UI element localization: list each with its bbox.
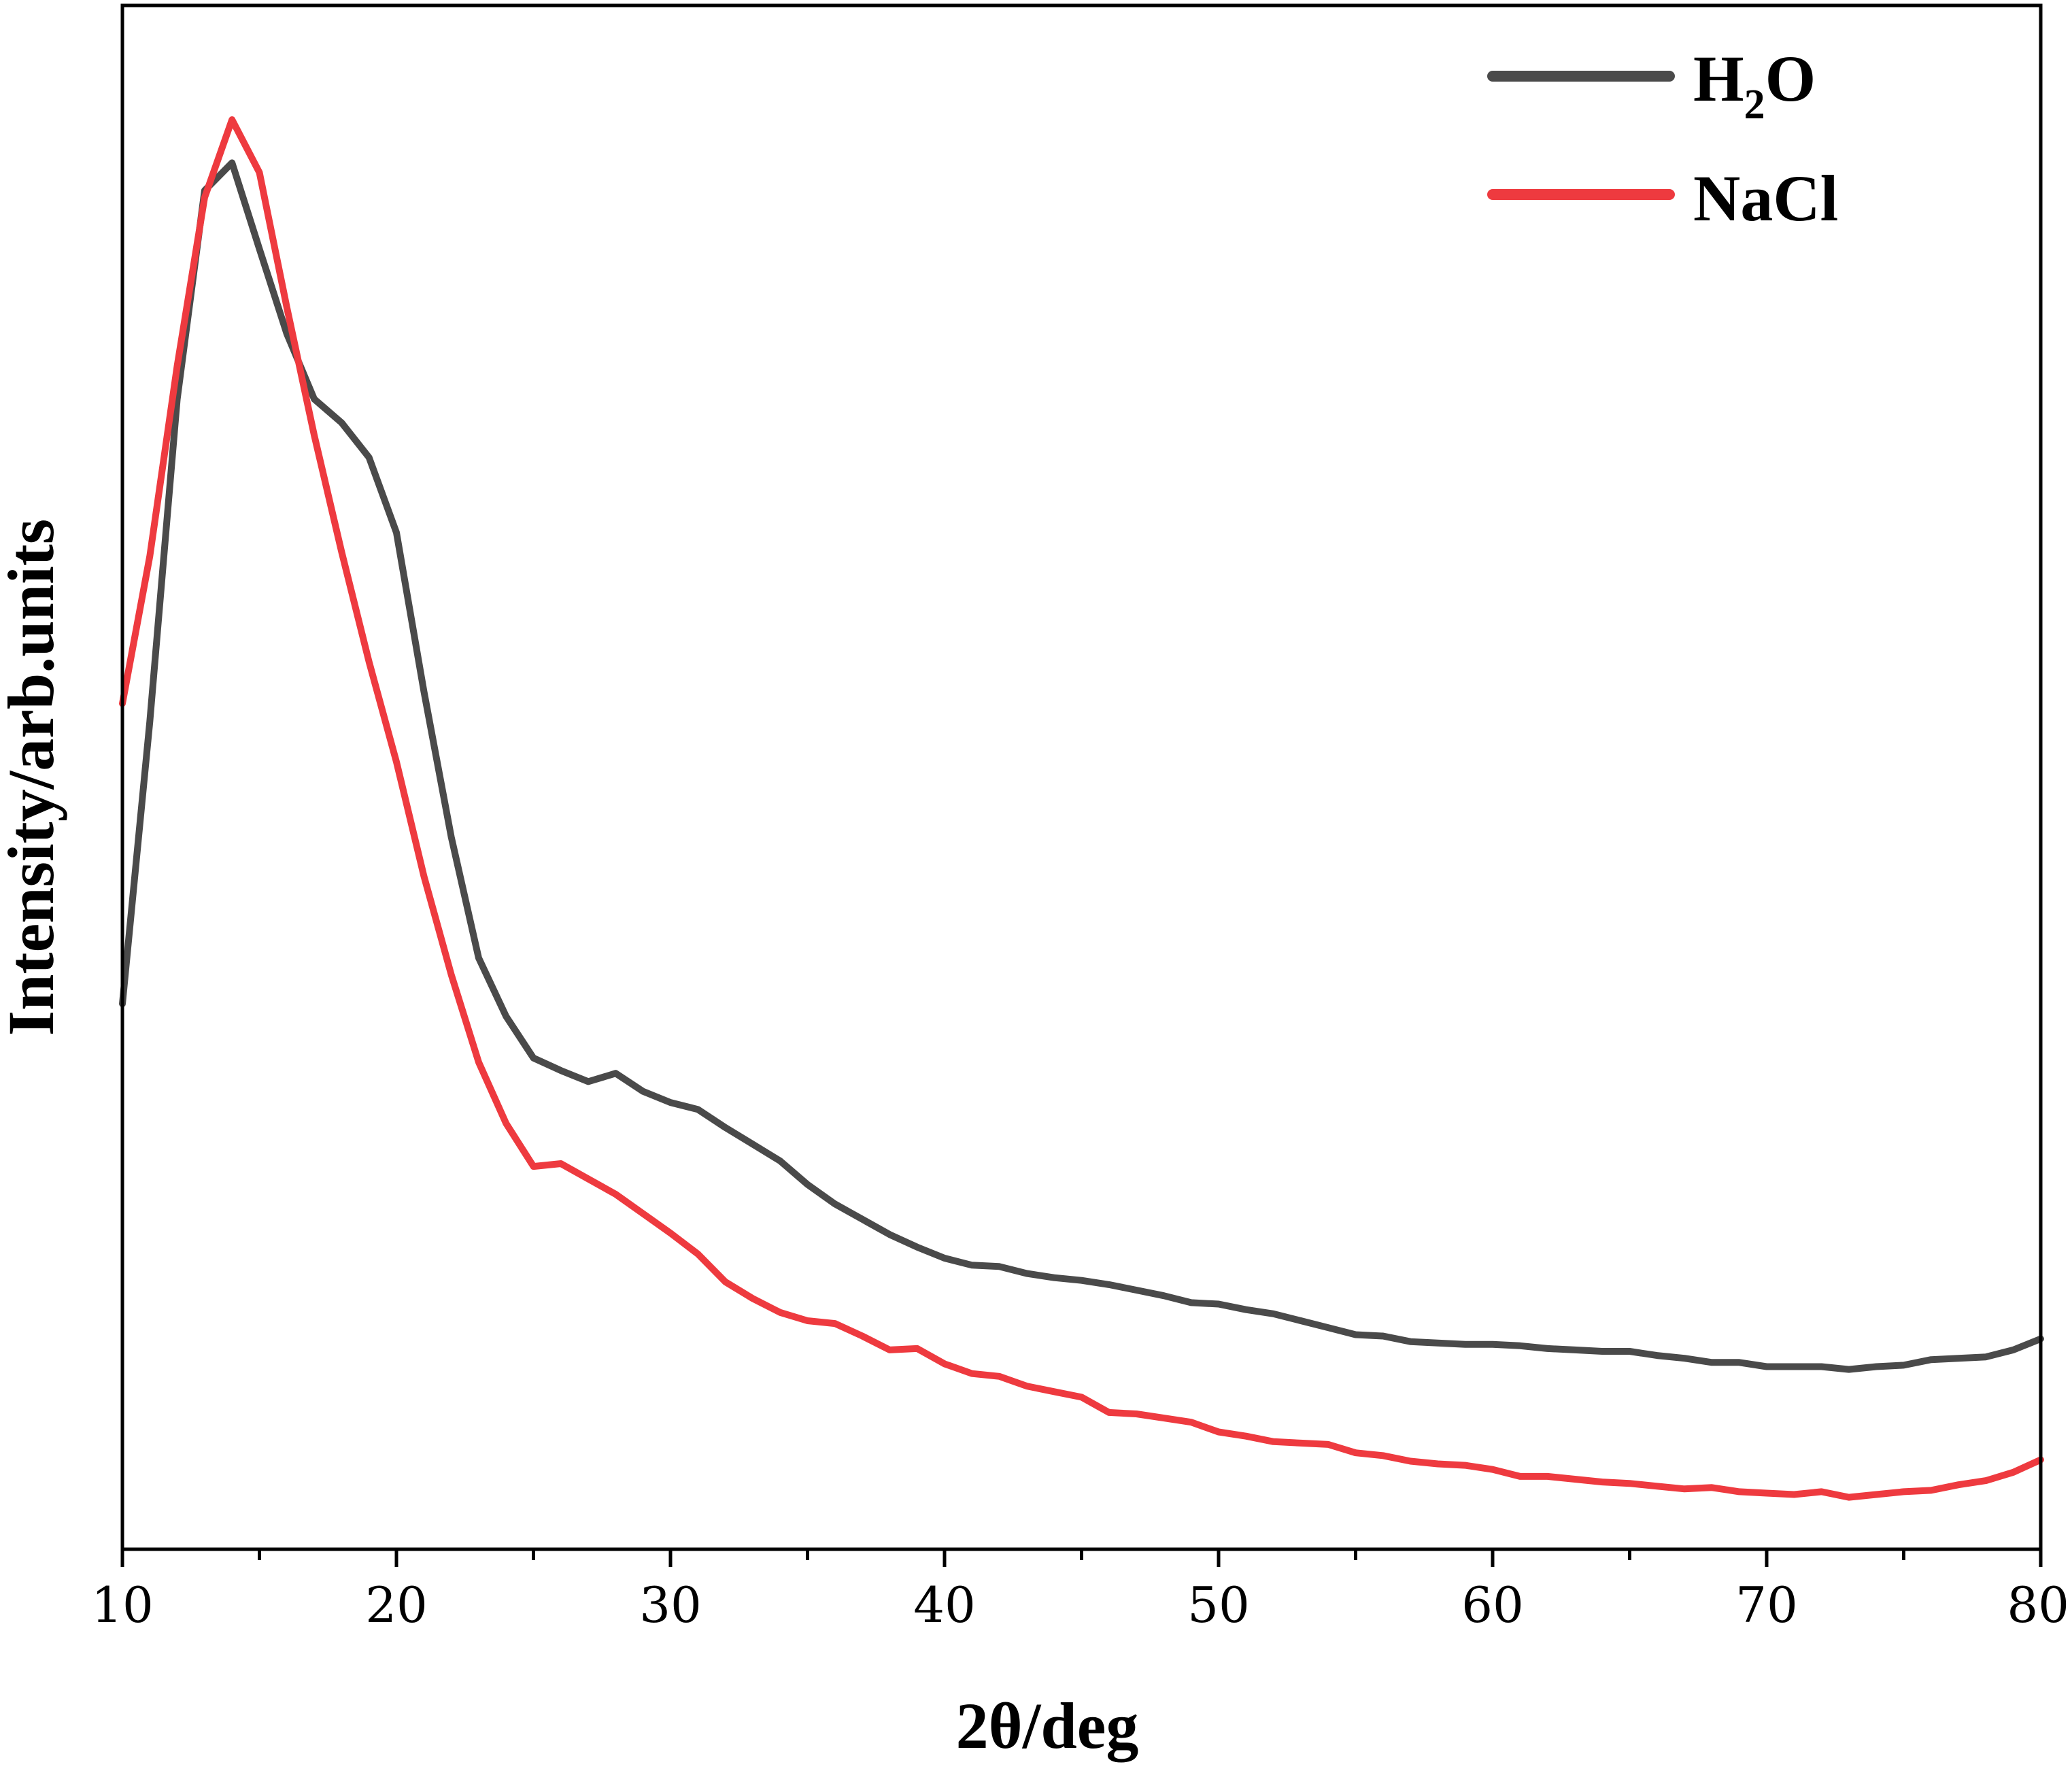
series-line-h2o: [119, 159, 2044, 1373]
legend: H2O NaCl: [1487, 42, 1838, 235]
plot-frame: [120, 3, 2043, 1551]
x-tick-label: 50: [1187, 1576, 1250, 1634]
x-tick-label: 60: [1461, 1576, 1524, 1634]
series-line-nacl: [119, 116, 2044, 1501]
legend-label-h2o: H2O: [1693, 42, 1816, 128]
plot-lines: [119, 116, 2044, 1501]
legend-label-nacl: NaCl: [1693, 162, 1838, 235]
y-axis-title: Intensity/arb.units: [0, 519, 67, 1036]
x-tick-label: 70: [1735, 1576, 1798, 1634]
x-tick-label: 40: [913, 1576, 976, 1634]
x-axis-ticks: 10 20 30 40 50 60 70 80: [91, 1549, 2069, 1634]
x-tick-label: 30: [639, 1576, 702, 1634]
x-tick-label: 80: [2007, 1576, 2069, 1634]
x-axis-title: 2θ/deg: [956, 1689, 1139, 1762]
x-tick-label: 20: [365, 1576, 428, 1634]
x-tick-label: 10: [91, 1576, 154, 1634]
